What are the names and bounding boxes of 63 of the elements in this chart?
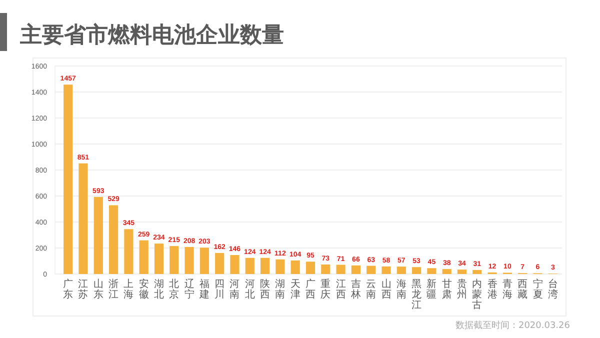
x-tick-label: 黑龙江 — [412, 279, 422, 311]
bar — [154, 244, 164, 274]
bar — [260, 258, 270, 274]
x-tick-label: 新疆 — [426, 278, 437, 300]
bar — [230, 255, 240, 274]
bar — [306, 262, 316, 274]
bar — [170, 246, 179, 274]
bar — [64, 84, 73, 274]
x-tick-label: 福建 — [198, 278, 210, 300]
x-tick-label: 内蒙古 — [472, 278, 482, 311]
x-tick-label: 山西 — [381, 278, 392, 300]
x-tick-label: 河南 — [230, 278, 240, 300]
x-tick-label: 吉林 — [350, 278, 361, 300]
x-tick-label: 甘肃 — [442, 278, 452, 300]
bar — [200, 248, 209, 274]
bar — [457, 270, 467, 274]
x-tick-label: 浙江 — [108, 278, 119, 300]
x-tick-label: 江苏 — [78, 278, 88, 300]
bar — [184, 246, 194, 274]
x-tick-label: 辽宁 — [184, 278, 194, 300]
x-tick-label: 安徽 — [138, 278, 149, 300]
x-tick-label: 江西 — [336, 278, 346, 300]
x-tick-label: 贵州 — [457, 278, 468, 300]
bar — [321, 264, 330, 274]
x-tick-label: 广东 — [63, 278, 74, 300]
bar — [472, 270, 482, 274]
x-tick-label: 广西 — [306, 278, 316, 300]
x-tick-label: 重庆 — [320, 278, 331, 300]
bar — [366, 266, 376, 274]
x-tick-label: 台湾 — [548, 278, 558, 300]
x-tick-label: 香港 — [487, 278, 498, 300]
bar — [108, 205, 118, 274]
bar — [245, 258, 254, 274]
bar — [336, 264, 346, 274]
x-tick-label: 西藏 — [518, 279, 528, 300]
chart-title: 主要省市燃料电池企业数量 — [19, 22, 284, 48]
x-tick-label: 陕西 — [260, 278, 270, 300]
bar — [382, 266, 391, 274]
bar — [442, 269, 452, 274]
bar — [124, 229, 134, 274]
bar — [412, 267, 422, 274]
x-tick-label: 海南 — [396, 278, 406, 300]
bar — [139, 240, 148, 274]
x-tick-label: 青海 — [502, 278, 512, 300]
bar — [276, 259, 285, 274]
x-tick-label: 四川 — [214, 279, 225, 300]
x-tick-label: 北京 — [169, 278, 180, 300]
bar — [427, 268, 436, 274]
text: 数据截至时间：2020.03.26 — [455, 320, 570, 331]
x-tick-label: 湖南 — [275, 278, 286, 300]
x-tick-label: 上海 — [124, 278, 134, 300]
bar — [215, 252, 224, 274]
x-tick-label: 云南 — [366, 279, 376, 300]
bar — [351, 265, 360, 274]
bar — [94, 196, 103, 274]
x-tick-label: 宁夏 — [532, 278, 543, 300]
bar — [78, 163, 88, 274]
x-tick-label: 天津 — [290, 279, 300, 300]
bar — [396, 266, 406, 274]
x-tick-label: 湖北 — [154, 278, 164, 300]
x-tick-label: 山东 — [93, 278, 104, 300]
bar — [290, 260, 300, 274]
x-tick-label: 河北 — [244, 278, 255, 300]
